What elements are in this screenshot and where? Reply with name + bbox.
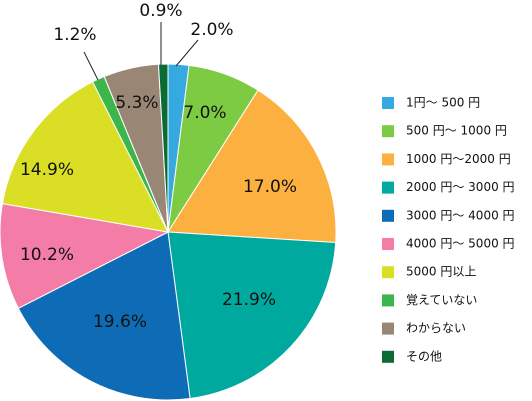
pie-slice xyxy=(167,231,337,400)
pie-slice xyxy=(0,203,170,309)
legend-swatch xyxy=(382,125,394,138)
slice-value-label: 10.2% xyxy=(20,245,74,265)
legend-swatch xyxy=(382,350,394,363)
legend-swatch xyxy=(382,322,394,335)
legend-label: 1000 円～2000 円 xyxy=(406,152,511,166)
slice-value-label: 5.3% xyxy=(115,93,158,113)
slice-value-label: 0.9% xyxy=(139,1,182,21)
slice-value-label: 21.9% xyxy=(222,290,276,310)
legend-swatch xyxy=(382,153,394,166)
legend-label: 3000 円～ 4000 円 xyxy=(406,208,515,222)
leader-line xyxy=(83,51,99,81)
legend-label: その他 xyxy=(406,349,442,363)
legend-swatch xyxy=(382,238,394,250)
legend-swatch xyxy=(382,266,394,279)
legend-label: 4000 円～ 5000 円 xyxy=(406,237,515,251)
slice-value-label: 1.2% xyxy=(53,25,96,45)
slice-value-label: 17.0% xyxy=(243,177,297,197)
legend-label: わからない xyxy=(406,321,466,335)
legend-label: 5000 円以上 xyxy=(406,265,476,279)
legend-label: 500 円～ 1000 円 xyxy=(406,124,507,138)
legend-label: 1円～ 500 円 xyxy=(406,96,480,110)
legend-swatch xyxy=(382,97,394,109)
slice-value-label: 19.6% xyxy=(93,312,147,332)
leader-line xyxy=(175,39,199,67)
legend: 1円～ 500 円 500 円～ 1000 円 1000 円～2000 円 2000 … xyxy=(382,96,515,363)
pie-slice xyxy=(17,231,191,401)
slice-labels: 2.0% 7.0% 17.0% 21.9% 19.6% 10.2% 14.9% 1.2% 5.3… xyxy=(20,1,297,332)
pie-slice xyxy=(1,81,169,233)
slice-value-label: 7.0% xyxy=(183,103,226,123)
legend-label: 覚えていない xyxy=(406,293,477,307)
pie-slice xyxy=(167,89,337,244)
pie-slices xyxy=(0,63,337,401)
legend-swatch xyxy=(382,294,394,307)
leader-lines xyxy=(83,22,199,81)
pie-slice xyxy=(157,63,169,233)
legend-label: 2000 円～ 3000 円 xyxy=(406,180,515,194)
legend-swatch xyxy=(382,181,394,194)
slice-value-label: 14.9% xyxy=(20,160,74,180)
slice-value-label: 2.0% xyxy=(190,20,233,40)
legend-swatch xyxy=(382,209,394,222)
